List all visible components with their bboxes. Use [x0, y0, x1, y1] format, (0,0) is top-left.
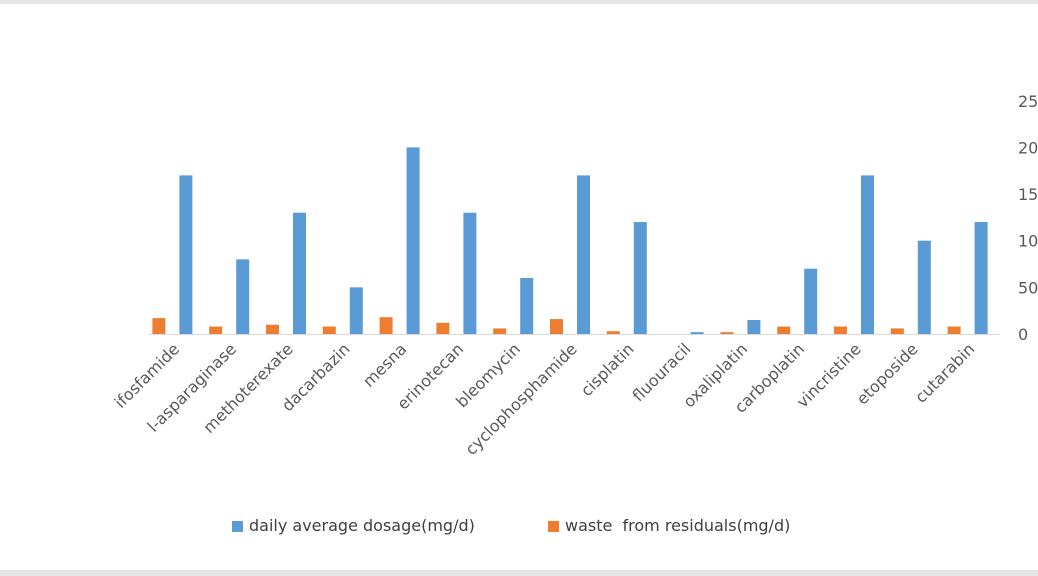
bar-waste-oxaliplatin [720, 332, 734, 334]
bar-waste-vincristine [834, 326, 847, 334]
bar-dosage-oxaliplatin [747, 320, 761, 334]
legend-label-waste: waste from residuals(mg/d) [565, 516, 790, 535]
bar-waste-cyclophosphamide [550, 319, 563, 334]
x-tick-label: cyclophosphamide [461, 339, 580, 458]
bar-dosage-dacarbazin [349, 287, 363, 334]
bar-waste-dacarbazin [322, 326, 336, 334]
bar-waste-cisplatin [606, 331, 620, 334]
bar-waste-carboplatin [777, 326, 791, 334]
y-tick-labels: 0 50 100 150 200 250 [1018, 92, 1038, 344]
bar-waste-erinotecan [436, 322, 450, 334]
bar-dosage-bleomycin [520, 278, 534, 334]
bar-dosage-mesna [406, 147, 420, 334]
x-tick-label: cutarabin [911, 339, 978, 406]
bar-waste-bleomycin [493, 328, 507, 334]
y-tick-label: 150 [1018, 185, 1038, 204]
legend: daily average dosage(mg/d) waste from res… [232, 516, 790, 535]
bar-dosage-cyclophosphamide [577, 175, 590, 334]
bar-chart: ifosfamidel-asparaginasemethoterexatedac… [111, 92, 1038, 535]
y-tick-label: 0 [1018, 325, 1028, 344]
y-tick-label: 200 [1018, 138, 1038, 157]
legend-swatch-dosage [232, 521, 243, 532]
bar-dosage-ifosfamide [179, 175, 193, 334]
x-tick-label: etoposide [853, 339, 922, 408]
x-tick-label: mesna [359, 339, 410, 390]
x-tick-labels: ifosfamidel-asparaginasemethoterexatedac… [111, 339, 979, 458]
bar-waste-mesna [379, 317, 393, 334]
bars-layer [152, 147, 988, 334]
bar-dosage-cutarabin [974, 222, 988, 334]
bar-dosage-cisplatin [633, 222, 647, 334]
bar-waste-etoposide [890, 328, 904, 334]
y-tick-label: 50 [1018, 278, 1038, 297]
bar-dosage-carboplatin [804, 268, 818, 334]
bar-dosage-methoterexate [293, 212, 306, 334]
bar-dosage-vincristine [861, 175, 874, 334]
bar-waste-methoterexate [266, 324, 279, 334]
legend-label-dosage: daily average dosage(mg/d) [249, 516, 475, 535]
bar-waste-ifosfamide [152, 318, 166, 334]
bar-dosage-erinotecan [463, 212, 477, 334]
bar-waste-cutarabin [947, 326, 961, 334]
chart-frame: ifosfamide l-asparaginase methoterexate dac… [0, 4, 1038, 570]
y-tick-label: 100 [1018, 232, 1038, 251]
bar-dosage-fluouracil [690, 332, 704, 334]
bar-dosage-l-asparaginase [236, 259, 250, 334]
bar-waste-l-asparaginase [209, 326, 223, 334]
y-tick-label: 250 [1018, 92, 1038, 111]
legend-swatch-waste [548, 521, 559, 532]
bar-dosage-etoposide [917, 240, 931, 334]
